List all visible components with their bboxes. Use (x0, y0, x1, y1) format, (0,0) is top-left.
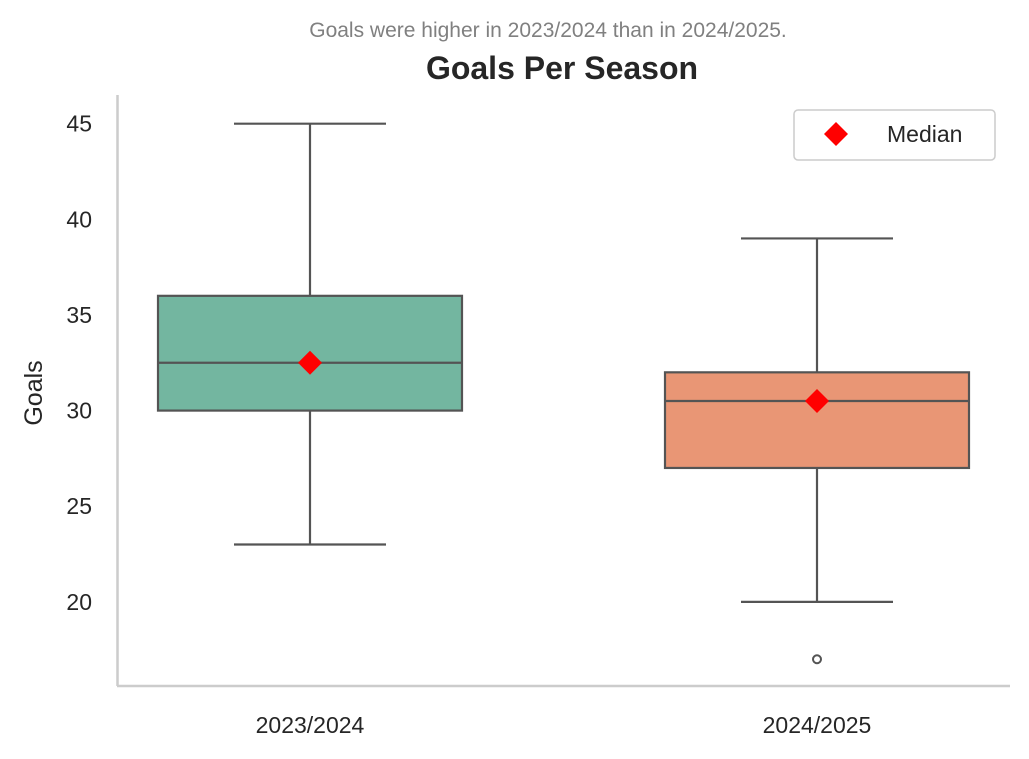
box-group (663, 237, 971, 665)
chart-title: Goals Per Season (426, 50, 698, 86)
x-tick-label: 2023/2024 (256, 712, 365, 738)
y-tick-label: 35 (66, 302, 92, 328)
y-tick-label: 45 (66, 111, 92, 137)
legend-median-diamond-icon (824, 122, 848, 146)
y-tick-label: 20 (66, 589, 92, 615)
y-tick-label: 30 (66, 398, 92, 424)
median-diamond-marker (298, 350, 322, 375)
legend: Median (793, 109, 996, 161)
box-body (156, 294, 464, 412)
y-tick-label: 25 (66, 493, 92, 519)
y-ticks: 20 25 30 35 40 45 (66, 111, 92, 615)
outlier-point (812, 654, 822, 665)
legend-label-median: Median (887, 121, 962, 147)
x-ticks: 2023/2024 2024/2025 (256, 712, 872, 738)
chart-subtitle: Goals were higher in 2023/2024 than in 2… (309, 19, 787, 42)
box-plots (156, 122, 971, 665)
y-tick-label: 40 (66, 206, 92, 232)
x-tick-label: 2024/2025 (763, 712, 872, 738)
median-diamond-marker (805, 389, 829, 414)
legend-frame (793, 109, 996, 161)
y-axis-label: Goals (20, 360, 48, 425)
box-body (663, 371, 971, 470)
box-group (156, 122, 464, 546)
